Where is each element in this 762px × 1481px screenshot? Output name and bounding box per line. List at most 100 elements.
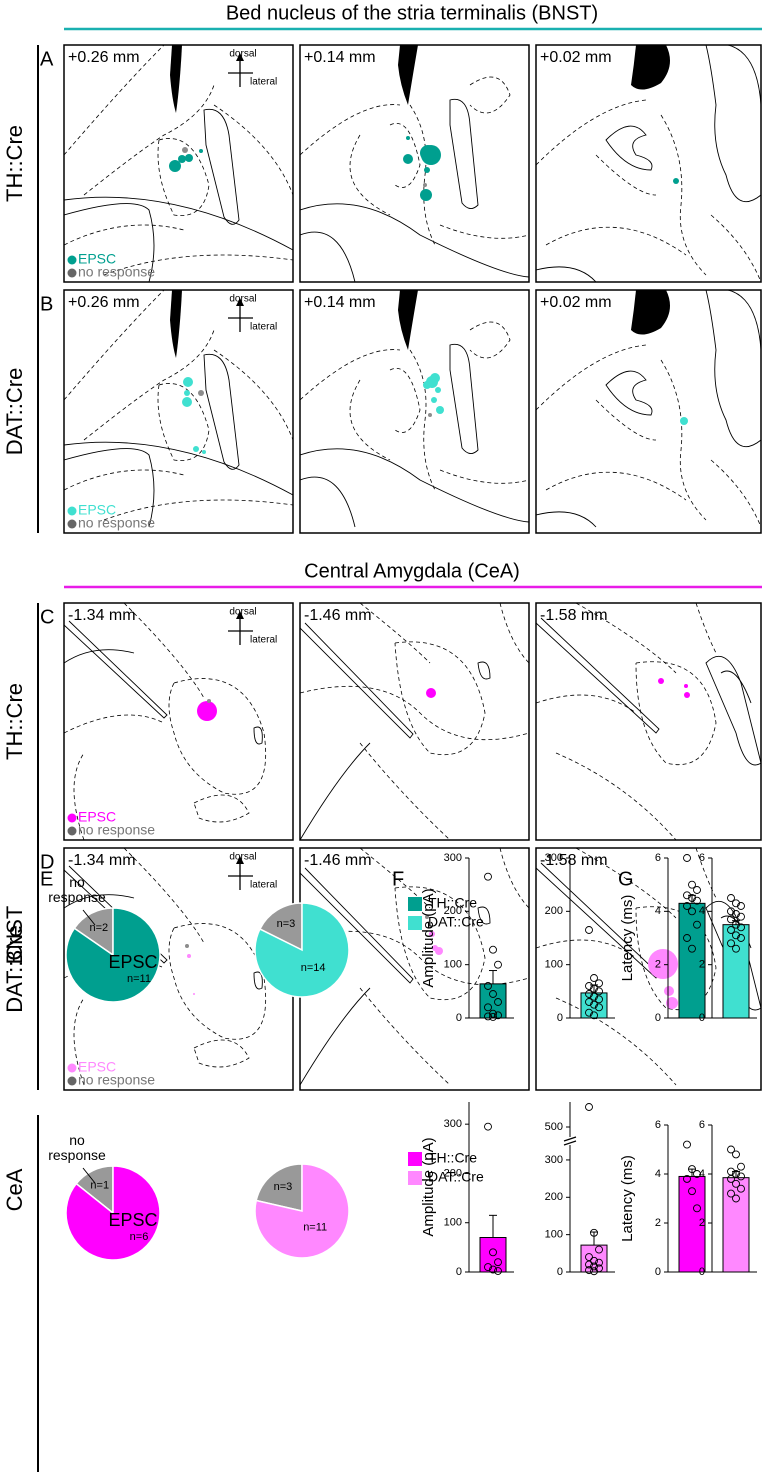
panel-letter: C <box>40 606 54 628</box>
pie-slice <box>65 907 161 1003</box>
legend-dot <box>67 813 77 823</box>
data-point <box>585 1260 593 1269</box>
pie-value-label: n=11 <box>127 973 151 985</box>
orientation-label: lateral <box>250 635 277 646</box>
region-outline <box>73 752 85 840</box>
data-point <box>590 992 598 1001</box>
section-title: Central Amygdala (CeA) <box>304 560 520 582</box>
region-outline <box>660 114 707 276</box>
region-outline <box>536 344 647 411</box>
no-response-cell <box>182 147 188 153</box>
level-label: -1.46 mm <box>304 607 372 624</box>
slice-frame <box>63 289 294 534</box>
panel-letter: A <box>40 48 54 70</box>
epsc-cell <box>202 450 206 454</box>
epsc-cell <box>673 178 679 184</box>
y-tick-label: 0 <box>557 1266 563 1278</box>
data-point <box>489 990 497 998</box>
data-point <box>683 902 691 910</box>
row-label: TH::Cre <box>2 683 27 760</box>
data-point <box>489 1009 497 1018</box>
pie-category-label: no response <box>48 875 106 905</box>
epsc-cell <box>684 692 690 698</box>
bar <box>678 902 706 1019</box>
y-tick-label: 300 <box>444 1118 462 1130</box>
region-outline <box>595 399 657 441</box>
region-outline <box>635 906 717 1010</box>
panel-letter: E <box>40 868 53 890</box>
legend-label: TH::Cre <box>428 895 477 911</box>
level-label: +0.26 mm <box>68 49 140 66</box>
slice-frame <box>63 602 294 841</box>
data-point <box>732 1179 740 1188</box>
epsc-cell <box>435 387 441 393</box>
structure-outline <box>253 726 263 745</box>
structure-outline <box>64 196 293 251</box>
bar <box>722 924 750 1019</box>
region-outline <box>73 997 85 1086</box>
slice-drawing <box>300 290 529 528</box>
brain-slice: +0.02 mm <box>535 44 762 283</box>
no-response-cell <box>428 413 432 417</box>
data-point <box>585 1253 593 1262</box>
region-outline <box>359 742 451 840</box>
structure-outline <box>300 476 356 528</box>
data-point <box>595 1258 603 1267</box>
data-point <box>693 1170 701 1178</box>
epsc-cell <box>426 688 436 698</box>
data-point <box>489 1248 497 1257</box>
y-tick-label: 0 <box>456 1012 462 1024</box>
epsc-cell <box>436 406 444 414</box>
data-point <box>585 1008 593 1017</box>
legend-dot <box>67 1063 77 1073</box>
data-point <box>590 1262 598 1271</box>
panel-letter: D <box>40 851 54 873</box>
legend-dot <box>67 268 77 278</box>
section-title: Bed nucleus of the stria terminalis (BNS… <box>226 2 598 24</box>
epsc-cell <box>424 167 430 173</box>
epsc-cell <box>680 417 688 425</box>
structure-outline <box>203 353 240 470</box>
region-outline <box>193 1039 250 1068</box>
region-outline <box>439 224 529 239</box>
level-label: +0.26 mm <box>68 294 140 311</box>
epsc-cell <box>200 706 204 710</box>
fiber-tract <box>631 45 670 90</box>
pie-category-label: EPSC <box>108 1210 157 1230</box>
brain-slice: +0.14 mm <box>299 44 530 283</box>
legend-dot <box>67 826 77 836</box>
panel-letter: G <box>618 868 634 890</box>
region-outline <box>168 923 267 1040</box>
region-outline <box>64 224 185 246</box>
orientation-label: lateral <box>250 880 277 891</box>
legend-label: EPSC <box>78 809 116 825</box>
data-point <box>484 1263 492 1272</box>
legend-label: no response <box>78 264 155 280</box>
orientation-label: dorsal <box>229 852 256 863</box>
y-tick-label: 200 <box>545 1191 563 1203</box>
pie-category-text: no response <box>48 875 106 905</box>
region-outline <box>695 603 717 654</box>
y-tick-label: 2 <box>699 1217 705 1229</box>
data-point <box>693 896 701 905</box>
legend-label: no response <box>78 822 155 838</box>
region-outline <box>555 752 677 840</box>
bar <box>580 992 608 1019</box>
region-outline <box>157 383 210 462</box>
slice-frame <box>299 602 530 841</box>
data-point <box>727 1145 735 1154</box>
data-point <box>595 987 603 996</box>
data-point <box>489 1265 497 1274</box>
data-point <box>590 984 598 993</box>
brain-slice: -1.58 mm <box>535 602 762 841</box>
data-point <box>727 1189 735 1198</box>
region-outline <box>536 99 647 166</box>
panel-letter: B <box>40 293 53 315</box>
y-tick-label: 2 <box>699 959 705 971</box>
data-point <box>494 960 502 969</box>
legend-label: DAT::Cre <box>428 1169 484 1185</box>
region-outline <box>394 641 486 755</box>
data-point <box>727 1174 735 1183</box>
